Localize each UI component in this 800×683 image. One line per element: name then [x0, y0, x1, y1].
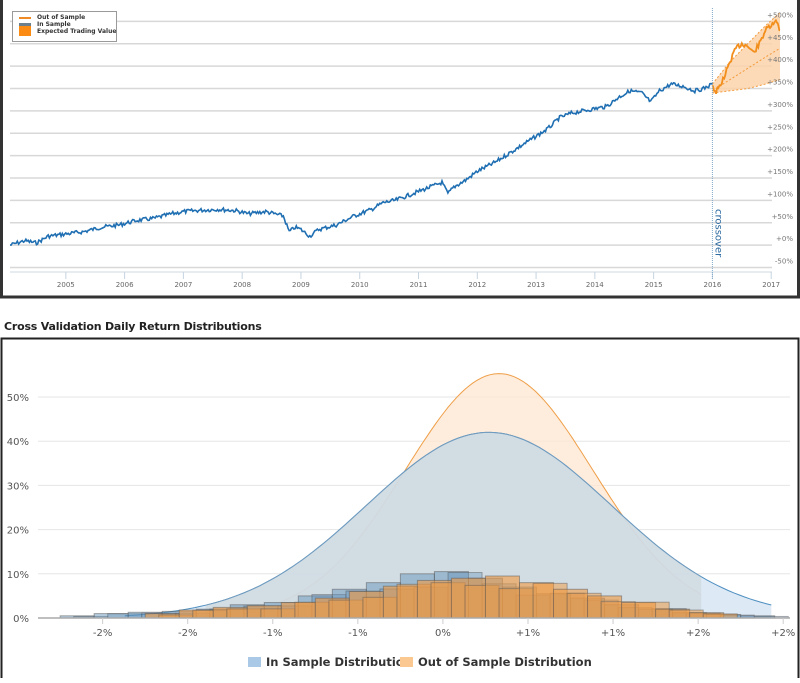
distribution-svg: 0% 10% 20% 30% 40% 50% -2% -2% -1% -1% 0% +1% +1% +2%… [0, 337, 800, 682]
y-tick-label: 20% [7, 526, 29, 537]
x-tick-label: -2% [93, 628, 112, 639]
y-tick-label: 0% [13, 614, 29, 625]
y-tick-label: -50% [775, 258, 793, 266]
legend-swatch-expected [19, 26, 31, 36]
x-tick-label: -1% [263, 628, 282, 639]
x-tick-label: 0% [435, 628, 451, 639]
y-tick-label: +350% [767, 79, 793, 87]
x-tick-label: 2012 [468, 281, 486, 289]
x-tick-label: 2017 [762, 281, 780, 289]
x-tick-label: 2007 [174, 281, 192, 289]
y-tick-label: +200% [767, 146, 793, 154]
x-tick-label: +2% [686, 628, 710, 639]
y-tick-label: +500% [767, 11, 793, 19]
top-legend: Out of Sample In Sample Expected Trading… [12, 11, 117, 42]
x-tick-label: 2016 [703, 281, 721, 289]
legend-label-in-sample: In Sample [37, 21, 71, 28]
y-tick-label: +0% [776, 235, 793, 243]
y-tick-label: +100% [767, 190, 793, 198]
legend-label-out-of-sample-dist: Out of Sample Distribution [418, 655, 592, 669]
y-tick-label: +150% [767, 168, 793, 176]
legend-swatch-out-of-sample-dist [400, 657, 413, 667]
y-tick-label: +400% [767, 56, 793, 64]
equity-curve-svg: -50% +0% +50% +100% +150% +200% +250% +300% +350… [0, 0, 800, 299]
x-tick-label: 2015 [645, 281, 663, 289]
x-tick-label: +1% [601, 628, 625, 639]
y-tick-label: +250% [767, 123, 793, 131]
x-tick-label: 2008 [233, 281, 251, 289]
x-tick-label: +2% [771, 628, 795, 639]
distribution-chart-title: Cross Validation Daily Return Distributi… [4, 320, 262, 333]
x-tick-label: -1% [348, 628, 367, 639]
x-tick-label: 2006 [116, 281, 134, 289]
x-tick-label: 2013 [527, 281, 545, 289]
y-tick-label: +450% [767, 34, 793, 42]
equity-curve-chart: -50% +0% +50% +100% +150% +200% +250% +300% +350… [0, 0, 800, 300]
in-sample-line [9, 81, 713, 246]
x-tick-label: 2005 [57, 281, 75, 289]
x-tick-label: 2009 [292, 281, 310, 289]
legend-swatch-in-sample [19, 23, 31, 26]
legend-swatch-out-of-sample [19, 17, 31, 19]
out-of-sample-line [711, 18, 781, 95]
x-tick-label: 2011 [410, 281, 428, 289]
distribution-chart: 0% 10% 20% 30% 40% 50% -2% -2% -1% -1% 0% +1% +1% +2%… [0, 337, 800, 682]
legend-swatch-in-sample-dist [248, 657, 261, 667]
y-tick-label: +300% [767, 101, 793, 109]
y-tick-label: +50% [772, 213, 794, 221]
y-tick-label: 50% [7, 393, 29, 404]
crossover-label: crossover [712, 209, 723, 258]
expected-value-band [712, 12, 780, 94]
overlap-area [205, 432, 702, 618]
x-tick-label: 2014 [586, 281, 604, 289]
x-tick-label: -2% [178, 628, 197, 639]
in-sample-curve-line-overlap [205, 431, 702, 606]
x-tick-label: +1% [516, 628, 540, 639]
legend-label-out-of-sample: Out of Sample [37, 14, 86, 21]
y-tick-label: 30% [7, 481, 29, 492]
legend-label-expected: Expected Trading Value [37, 28, 117, 35]
band-upper-line [712, 12, 781, 85]
y-tick-label: 10% [7, 570, 29, 581]
distribution-legend: In Sample Distribution Out of Sample Dis… [0, 655, 800, 671]
y-tick-label: 40% [7, 437, 29, 448]
top-chart-border [0, 0, 800, 299]
legend-label-in-sample-dist: In Sample Distribution [266, 655, 412, 669]
x-tick-label: 2010 [351, 281, 369, 289]
band-center-line [712, 47, 781, 92]
